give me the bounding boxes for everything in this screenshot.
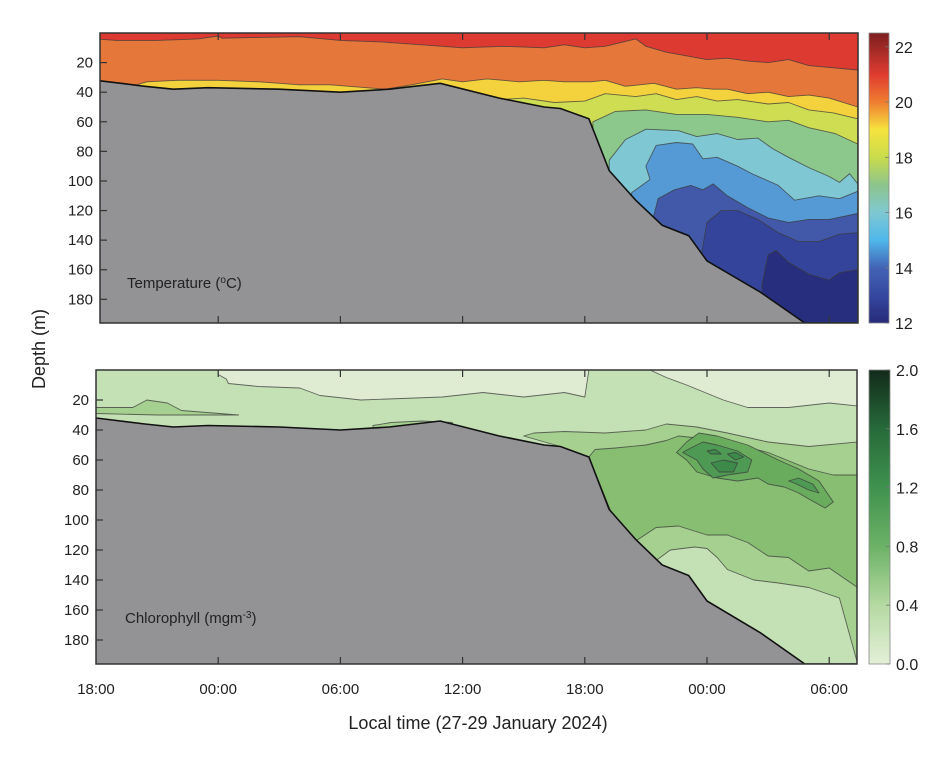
colorbar-tick-label: 0.4 [896,598,918,615]
colorbar-tick-label: 14 [895,261,913,278]
y-tick-label: 180 [68,291,93,308]
x-tick-label: 00:00 [688,681,726,698]
chlorophyll-band-1.2-1.4b [706,449,722,455]
y-tick-label: 80 [72,482,89,499]
y-tick-label: 20 [72,392,89,409]
chlorophyll-band-1.2-1.4 [710,459,739,473]
chlorophyll-colorbar-ticks: 0.0 0.4 0.8 1.2 1.6 2.0 [886,363,918,674]
seabed-temperature [100,80,858,323]
x-tick-label: 00:00 [199,681,237,698]
colorbar-tick-label: 22 [895,40,913,57]
y-tick-label: 100 [64,512,89,529]
colorbar-tick-label: 1.6 [896,422,918,439]
temperature-frame [99,32,859,324]
chlorophyll-band-1.2-1.4c [726,452,745,461]
y-tick-label: 160 [64,602,89,619]
colorbar-tick-label: 2.0 [896,363,918,380]
temperature-x-ticks [217,33,830,323]
chlorophyll-x-ticks: 18:00 00:00 06:00 12:00 18:00 00:00 06:00 [77,370,848,698]
temperature-colorbar-ticks: 12 14 16 18 20 22 [885,40,913,333]
temperature-y-ticks: 20 40 60 80 100 120 140 160 180 [68,55,107,308]
x-tick-label: 18:00 [77,681,115,698]
y-axis-title: Depth (m) [29,309,49,389]
colorbar-tick-label: 1.2 [896,481,918,498]
x-tick-label: 12:00 [444,681,482,698]
y-tick-label: 40 [72,422,89,439]
y-tick-label: 120 [68,203,93,220]
x-axis-title: Local time (27-29 January 2024) [348,713,607,733]
x-tick-label: 06:00 [322,681,360,698]
temperature-panel-label: Temperature (oC) [127,275,242,293]
y-tick-label: 100 [68,173,93,190]
y-tick-label: 120 [64,542,89,559]
y-tick-label: 140 [68,232,93,249]
y-tick-label: 180 [64,632,89,649]
chlorophyll-band-1.0-1.2b [788,477,820,494]
temperature-colorbar [868,32,890,324]
chlorophyll-band-0.4-0.6 [96,399,240,664]
x-tick-label: 18:00 [566,681,604,698]
colorbar-tick-label: 12 [895,316,913,333]
chlorophyll-frame [95,369,858,665]
colorbar-tick-label: 0.8 [896,539,918,556]
y-tick-label: 20 [76,55,93,72]
y-tick-label: 160 [68,262,93,279]
x-tick-label: 06:00 [810,681,848,698]
y-tick-label: 140 [64,572,89,589]
colorbar-tick-label: 0.0 [896,657,918,674]
y-tick-label: 60 [72,452,89,469]
y-tick-label: 60 [76,114,93,131]
y-tick-label: 80 [76,143,93,160]
y-tick-label: 40 [76,84,93,101]
colorbar-tick-label: 16 [895,206,913,223]
chlorophyll-panel-label: Chlorophyll (mgm-3) [125,610,256,628]
colorbar-tick-label: 18 [895,150,913,167]
chlorophyll-y-ticks: 20 40 60 80 100 120 140 160 180 [64,392,103,649]
seabed-chlorophyll [96,417,857,664]
colorbar-tick-label: 20 [895,95,913,112]
temperature-panel: 20 40 60 80 100 120 140 160 180 Temperature (oC)… [68,32,913,333]
chlorophyll-colorbar [868,369,891,665]
